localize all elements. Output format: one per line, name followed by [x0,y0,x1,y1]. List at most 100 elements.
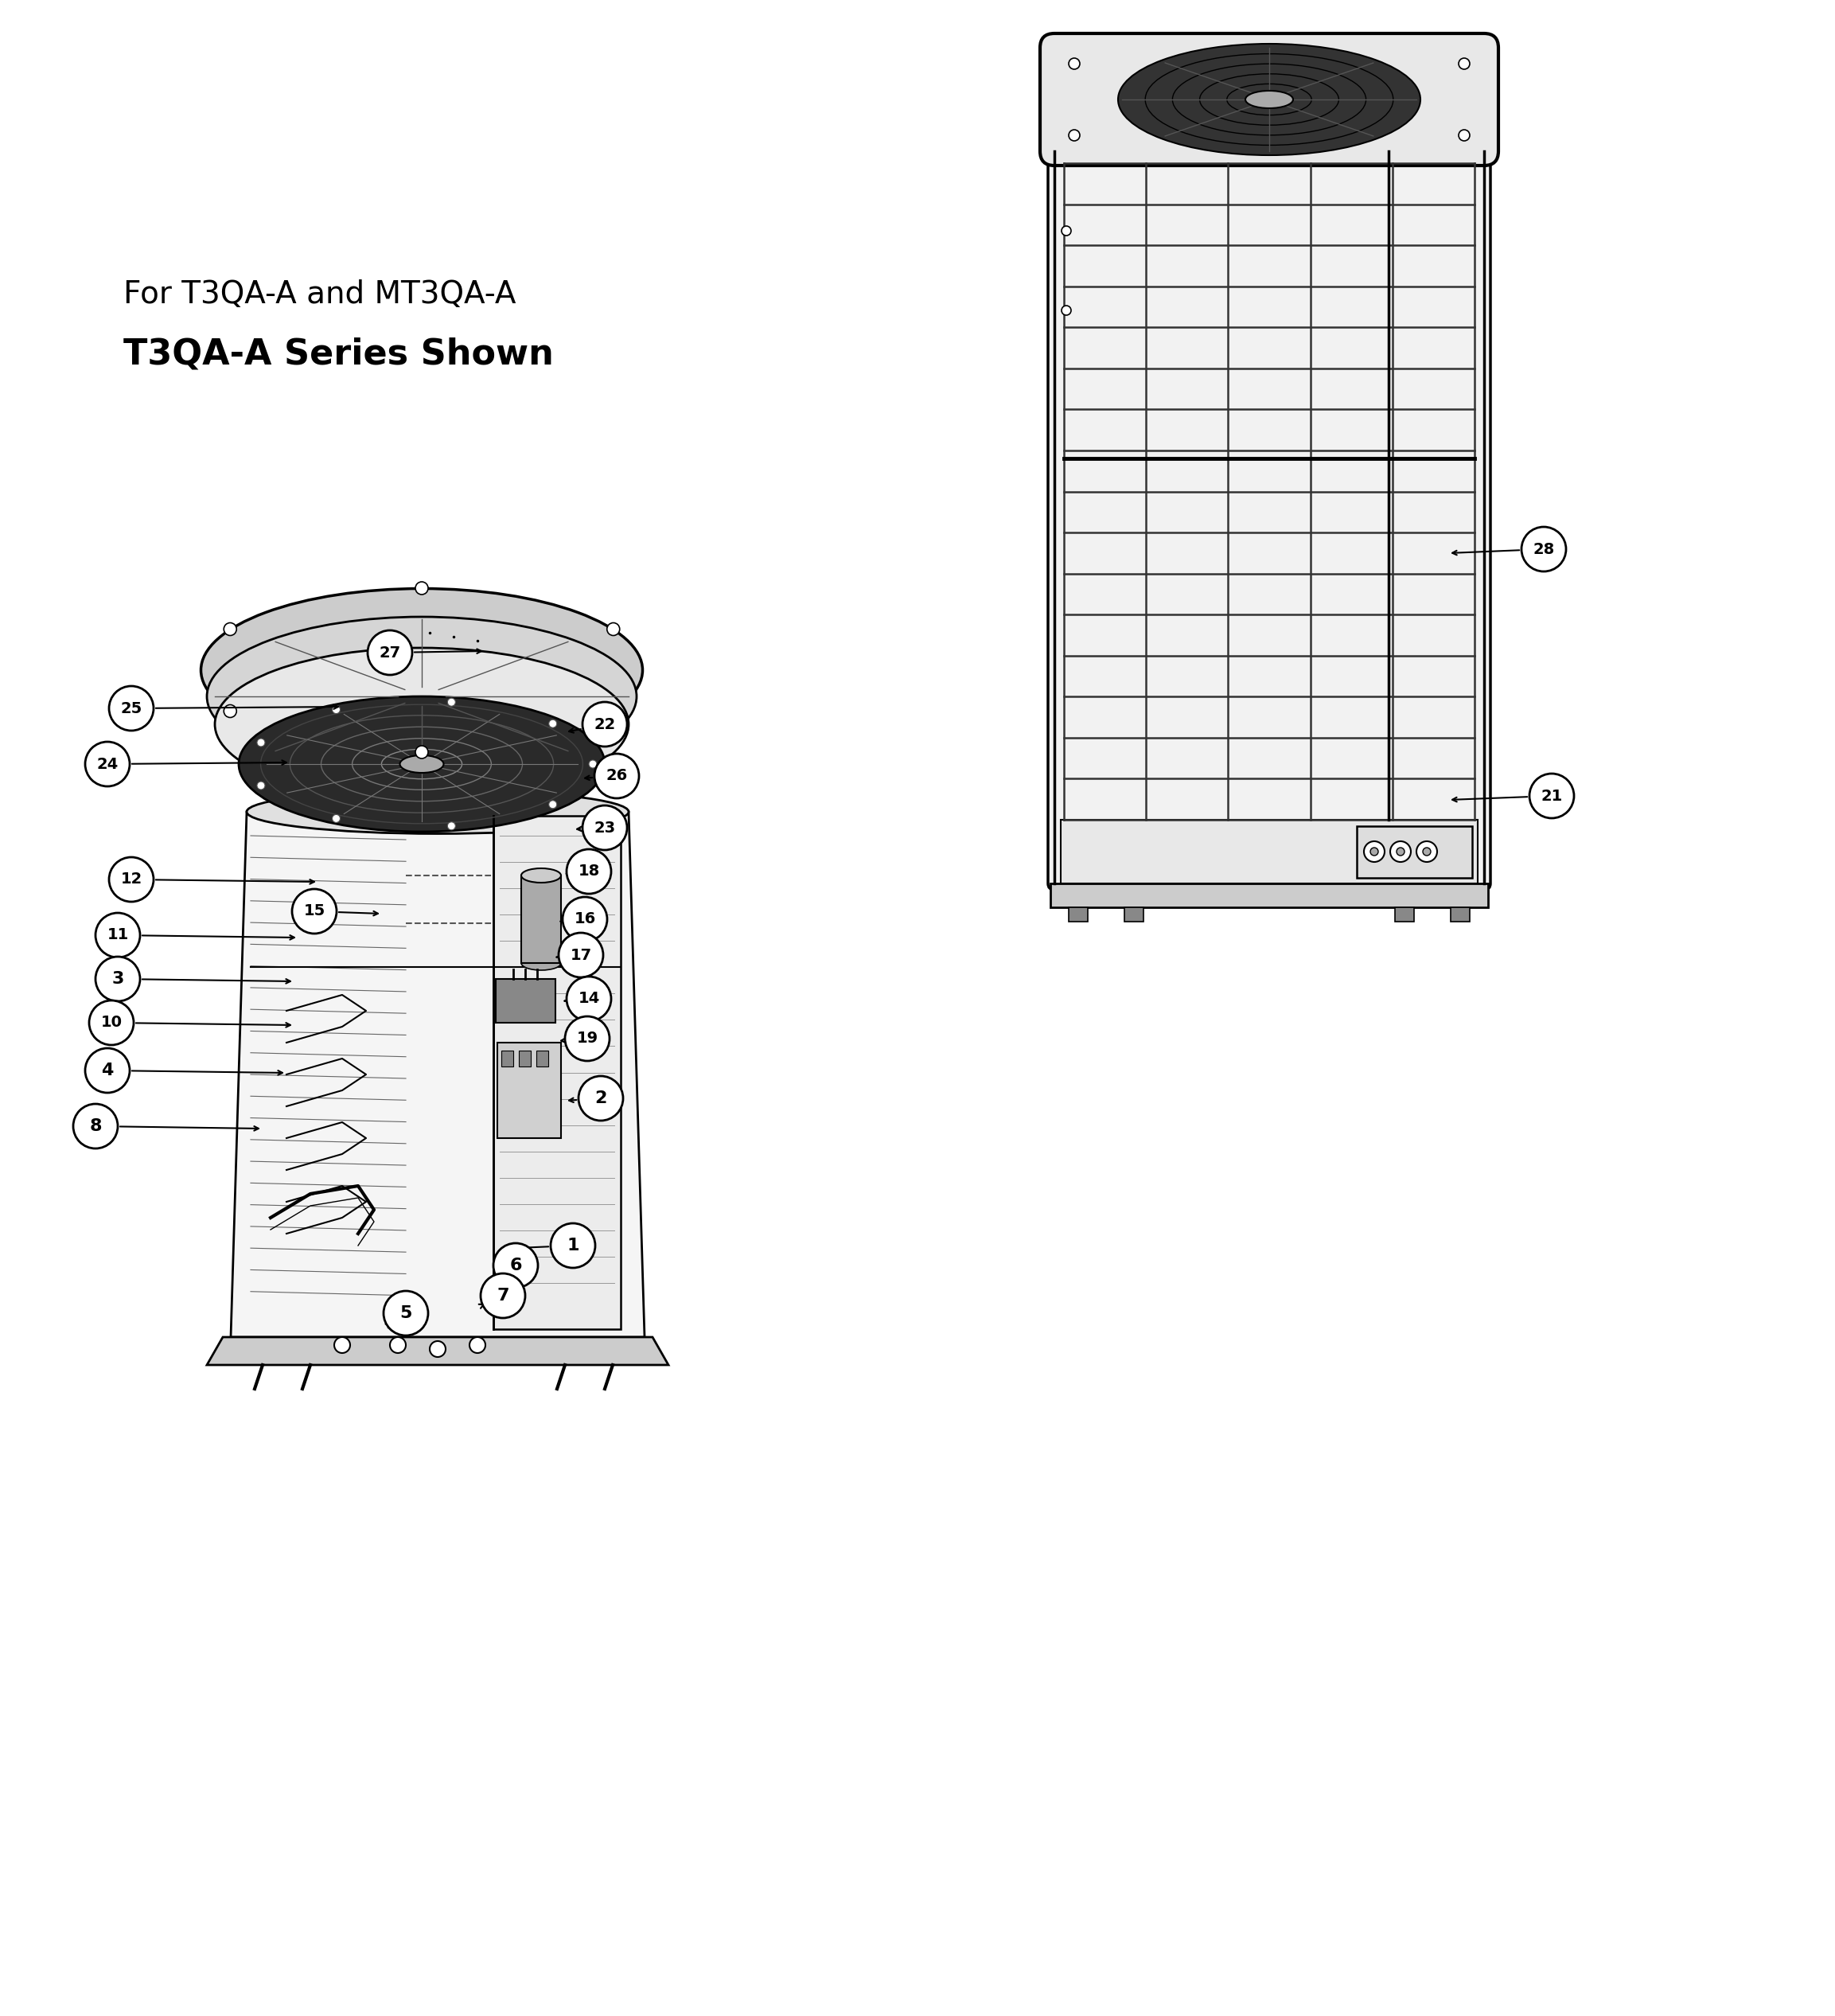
FancyBboxPatch shape [1048,145,1490,889]
Text: 18: 18 [578,865,600,879]
Circle shape [470,1337,486,1353]
Circle shape [1363,841,1385,863]
Circle shape [415,746,428,758]
Bar [494,816,620,1329]
Ellipse shape [215,647,629,800]
Circle shape [1422,847,1431,855]
Text: 21: 21 [1541,788,1563,804]
Circle shape [565,1016,609,1060]
Circle shape [257,782,264,790]
Text: 3: 3 [112,972,125,988]
Circle shape [1068,129,1079,141]
Text: 10: 10 [101,1016,123,1030]
Circle shape [367,631,413,675]
Text: 23: 23 [595,821,615,835]
Circle shape [1396,847,1404,855]
Text: 11: 11 [106,927,128,943]
Circle shape [84,742,130,786]
Text: 4: 4 [101,1062,114,1079]
Ellipse shape [200,589,642,752]
Polygon shape [207,1337,668,1365]
Circle shape [567,976,611,1022]
Bar [521,875,562,964]
Ellipse shape [521,956,562,970]
Circle shape [1391,841,1411,863]
Circle shape [558,933,604,978]
Polygon shape [231,812,644,1337]
Circle shape [84,1048,130,1093]
Circle shape [567,849,611,893]
Text: 6: 6 [510,1258,521,1274]
Text: 7: 7 [497,1288,508,1304]
FancyBboxPatch shape [1040,34,1499,165]
Circle shape [563,897,607,941]
Circle shape [334,1337,350,1353]
Circle shape [1061,306,1072,314]
Text: 27: 27 [380,645,400,659]
Circle shape [448,698,455,706]
Text: 24: 24 [97,756,117,772]
Circle shape [1459,129,1470,141]
Circle shape [389,1337,406,1353]
Ellipse shape [521,869,562,883]
Circle shape [384,1290,428,1335]
Circle shape [332,814,339,823]
Circle shape [90,1000,134,1044]
Circle shape [1521,526,1565,571]
Bar [1451,907,1470,921]
Text: 5: 5 [400,1304,411,1320]
Text: For T3QA-A and MT3QA-A: For T3QA-A and MT3QA-A [123,280,516,310]
Bar [1061,821,1477,883]
Circle shape [257,738,264,746]
Text: 26: 26 [606,768,628,784]
Ellipse shape [1246,91,1294,109]
Circle shape [429,1341,446,1357]
Circle shape [1371,847,1378,855]
Circle shape [549,800,556,808]
Circle shape [224,706,237,718]
Text: 14: 14 [578,992,600,1006]
Circle shape [1061,226,1072,236]
Circle shape [550,1224,595,1268]
Circle shape [481,1274,525,1318]
Ellipse shape [207,617,637,776]
Circle shape [448,823,455,831]
Circle shape [95,913,139,958]
Text: 19: 19 [576,1030,598,1046]
Text: 22: 22 [595,718,615,732]
Ellipse shape [246,790,629,835]
Circle shape [582,702,628,746]
Text: 12: 12 [121,871,141,887]
Circle shape [578,1077,624,1121]
Text: 2: 2 [595,1091,607,1107]
Circle shape [494,1244,538,1288]
Circle shape [607,623,620,635]
Circle shape [607,706,620,718]
Bar [495,980,554,1022]
Bar [1050,883,1488,907]
Circle shape [549,720,556,728]
Ellipse shape [400,756,444,772]
Bar [1125,907,1143,921]
Circle shape [1529,774,1574,818]
Circle shape [415,583,428,595]
Bar [519,1050,530,1066]
Circle shape [582,806,628,851]
Circle shape [1459,58,1470,69]
Text: 16: 16 [574,911,596,927]
Circle shape [595,754,639,798]
Bar [536,1050,549,1066]
Circle shape [73,1105,117,1149]
Circle shape [589,760,596,768]
Text: 28: 28 [1532,542,1554,556]
Text: T3QA-A Series Shown: T3QA-A Series Shown [123,337,554,371]
Text: 1: 1 [567,1238,580,1254]
Bar [1356,827,1472,877]
Ellipse shape [239,696,606,833]
Text: 25: 25 [121,702,141,716]
Text: 15: 15 [303,903,325,919]
Bar [501,1050,514,1066]
Circle shape [95,958,139,1002]
Circle shape [292,889,336,933]
Circle shape [1068,58,1079,69]
